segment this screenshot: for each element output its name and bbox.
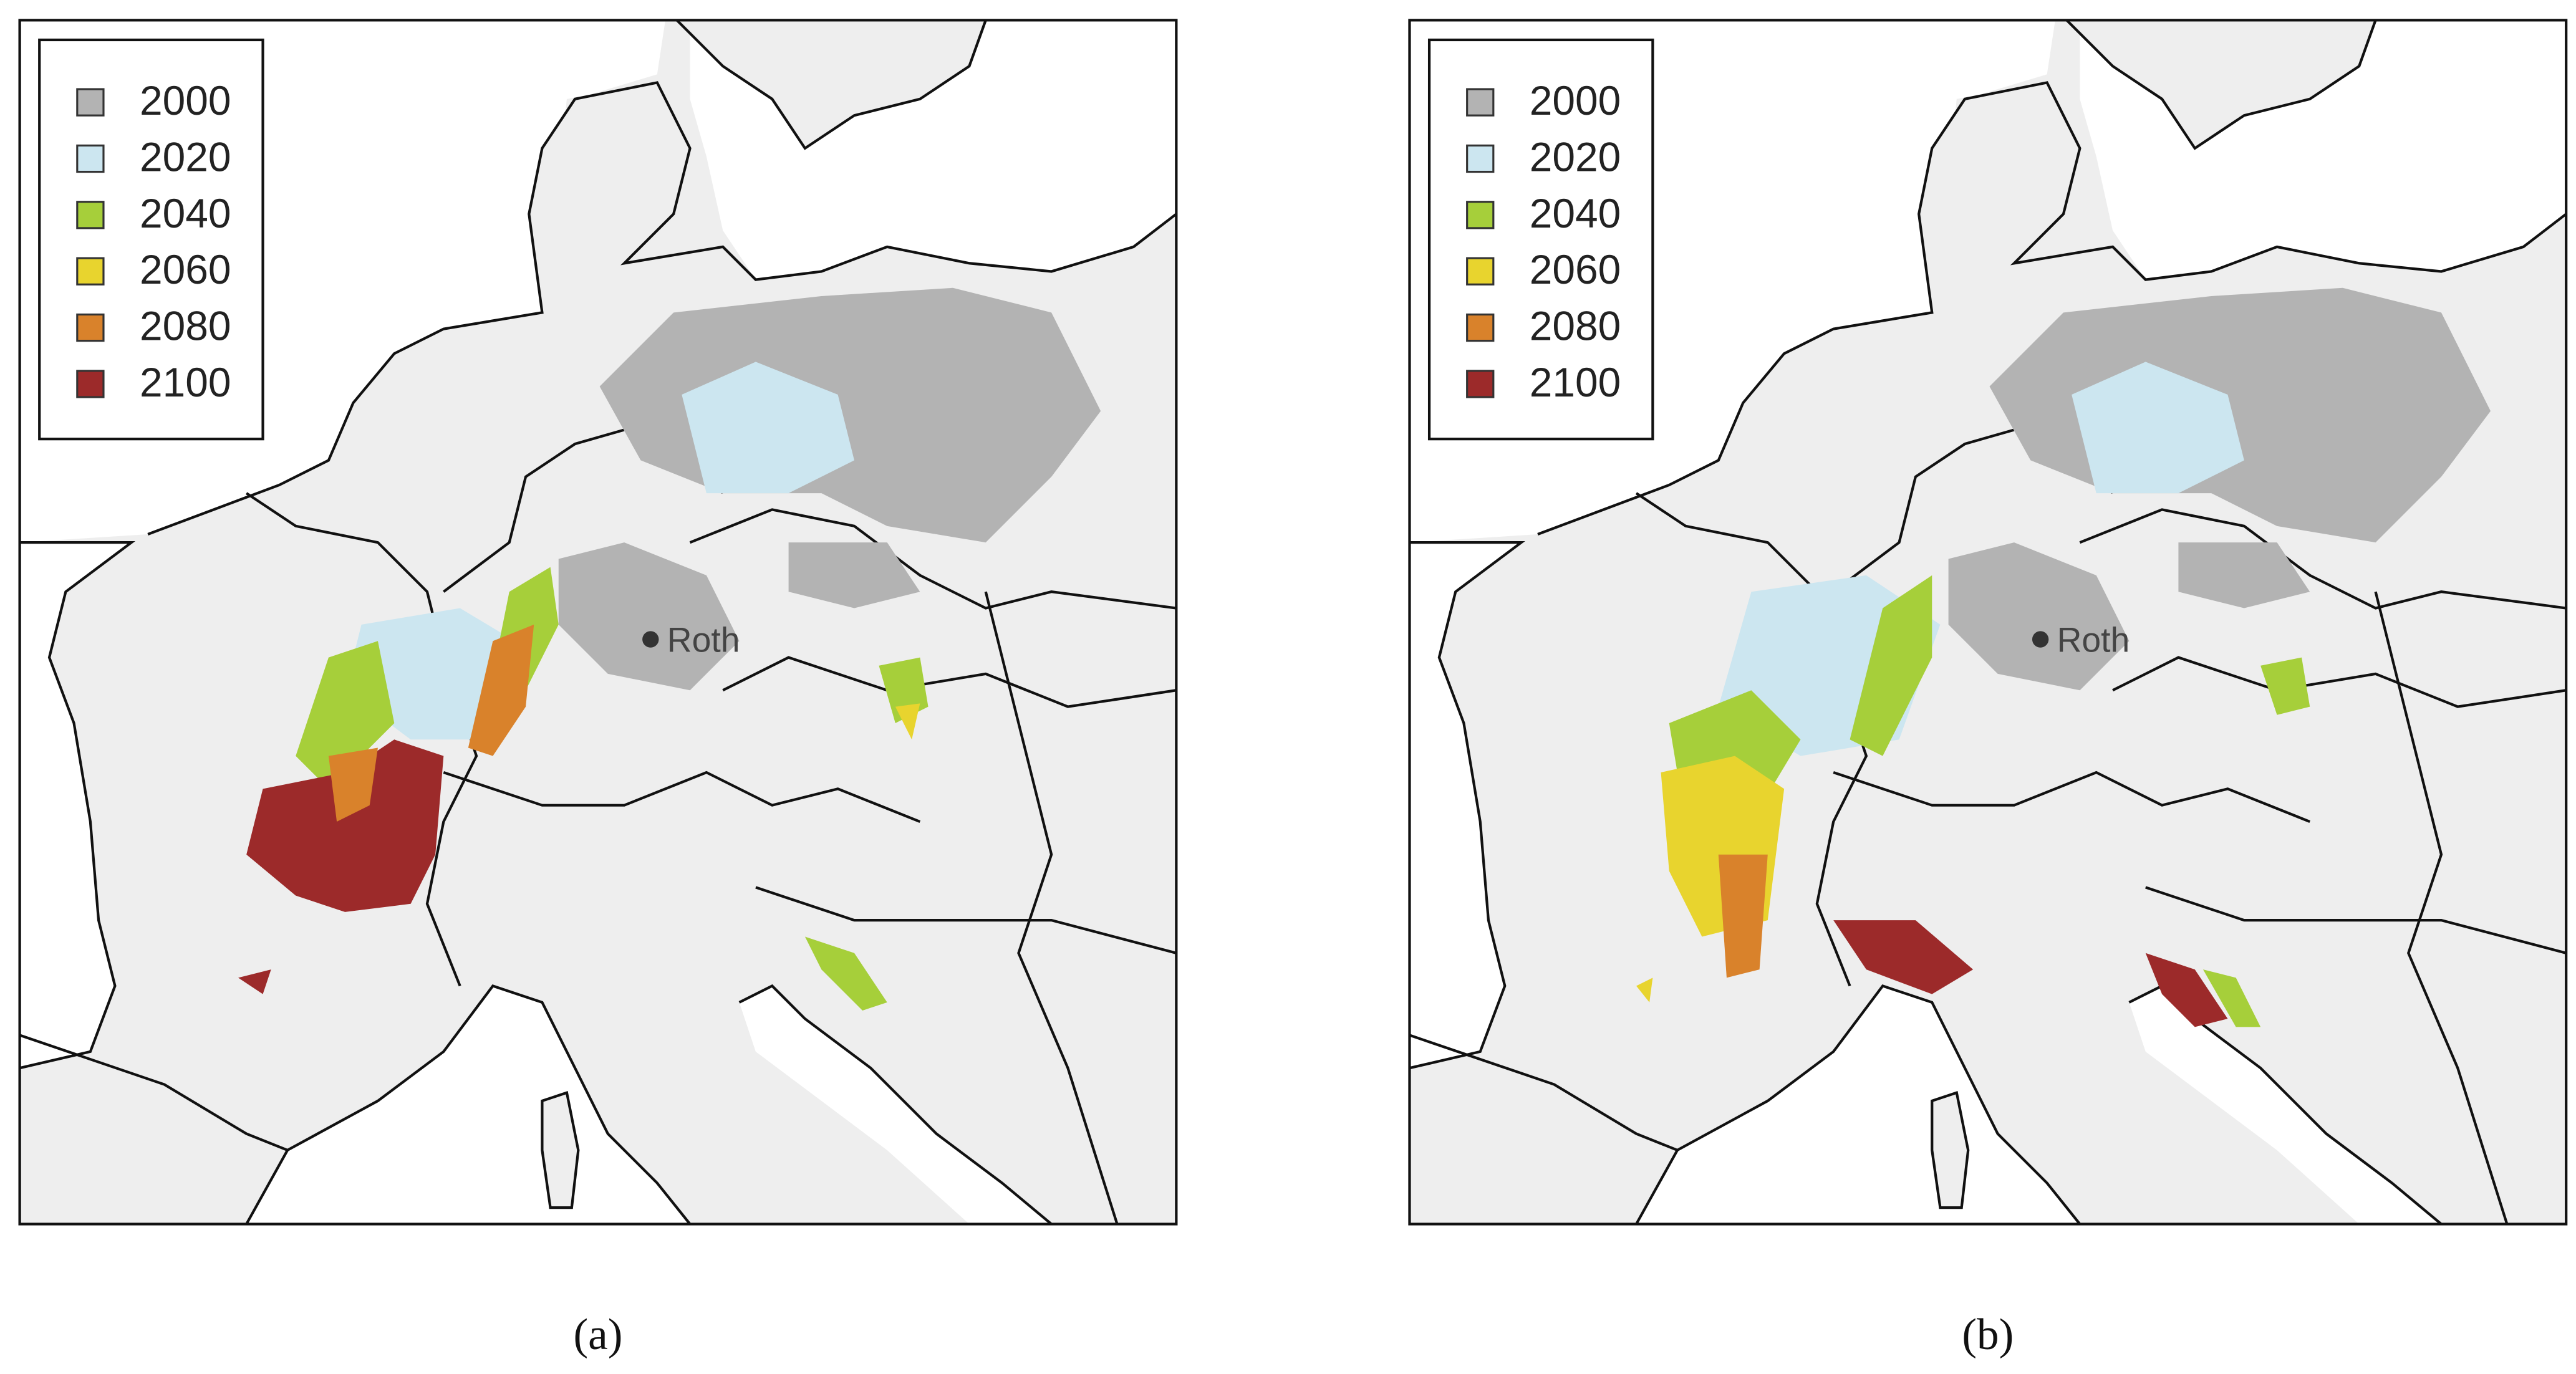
legend-label: 2040: [140, 190, 231, 236]
legend-label: 2060: [1530, 246, 1621, 292]
legend-label: 2000: [140, 77, 231, 123]
caption: (b): [1962, 1310, 2014, 1359]
legend-swatch: [76, 201, 105, 229]
legend-swatch: [1466, 313, 1495, 342]
legend-swatch: [1466, 370, 1495, 398]
legend-label: 2040: [1530, 190, 1621, 236]
legend-label: 2000: [1530, 77, 1621, 123]
legend-label: 2100: [1530, 359, 1621, 405]
legend-label: 2020: [140, 133, 231, 180]
projection: [1636, 287, 2491, 1027]
legend-swatch: [1466, 88, 1495, 117]
city-label: Roth: [2057, 620, 2130, 659]
projection: [238, 287, 1101, 1011]
legend-swatch: [76, 257, 105, 286]
city-marker: [2032, 631, 2049, 648]
legend-label: 2020: [1530, 133, 1621, 180]
legend: 2000 2020 2040 2060 2080 2100: [1427, 38, 1654, 441]
legend-label: 2060: [140, 246, 231, 292]
legend-swatch: [76, 144, 105, 173]
legend-swatch: [1466, 257, 1495, 286]
legend-label: 2080: [140, 303, 231, 349]
legend-swatch: [1466, 144, 1495, 173]
legend: 2000 2020 2040 2060 2080 2100: [38, 38, 264, 441]
legend-swatch: [76, 370, 105, 398]
city-marker: [642, 631, 659, 648]
panel: 2000 2020 2040 2060 2080 2100 Roth (b): [1409, 20, 2566, 1359]
legend-swatch: [76, 313, 105, 342]
caption: (a): [574, 1310, 623, 1359]
panel: 2000 2020 2040 2060 2080 2100 Roth (a): [20, 20, 1177, 1359]
legend-swatch: [1466, 201, 1495, 229]
legend-label: 2080: [1530, 303, 1621, 349]
legend-swatch: [76, 88, 105, 117]
city-label: Roth: [667, 620, 740, 659]
legend-label: 2100: [140, 359, 231, 405]
